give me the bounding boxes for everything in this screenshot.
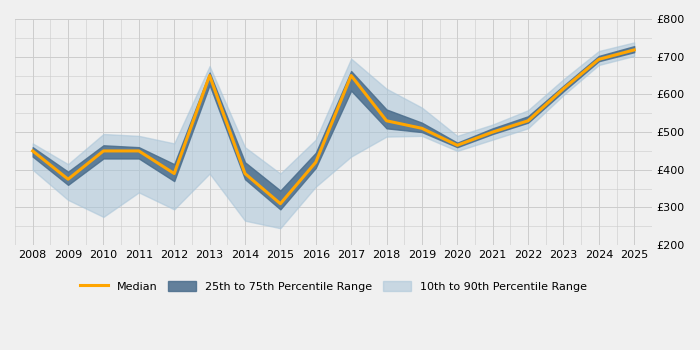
Median	[524, 119, 532, 123]
Median	[99, 149, 108, 153]
Median	[347, 74, 356, 78]
Median	[64, 177, 72, 181]
Legend: Median, 25th to 75th Percentile Range, 10th to 90th Percentile Range: Median, 25th to 75th Percentile Range, 1…	[76, 276, 592, 296]
Median	[205, 74, 214, 78]
Median	[382, 119, 391, 123]
Median	[559, 87, 568, 91]
Median	[170, 172, 178, 176]
Median	[418, 126, 426, 131]
Median	[29, 149, 37, 153]
Median	[241, 172, 249, 176]
Median	[276, 202, 285, 206]
Median	[453, 143, 461, 147]
Line: Median: Median	[33, 50, 634, 204]
Median	[630, 48, 638, 52]
Median	[312, 160, 320, 164]
Median	[594, 57, 603, 62]
Median	[134, 149, 143, 153]
Median	[489, 130, 497, 134]
